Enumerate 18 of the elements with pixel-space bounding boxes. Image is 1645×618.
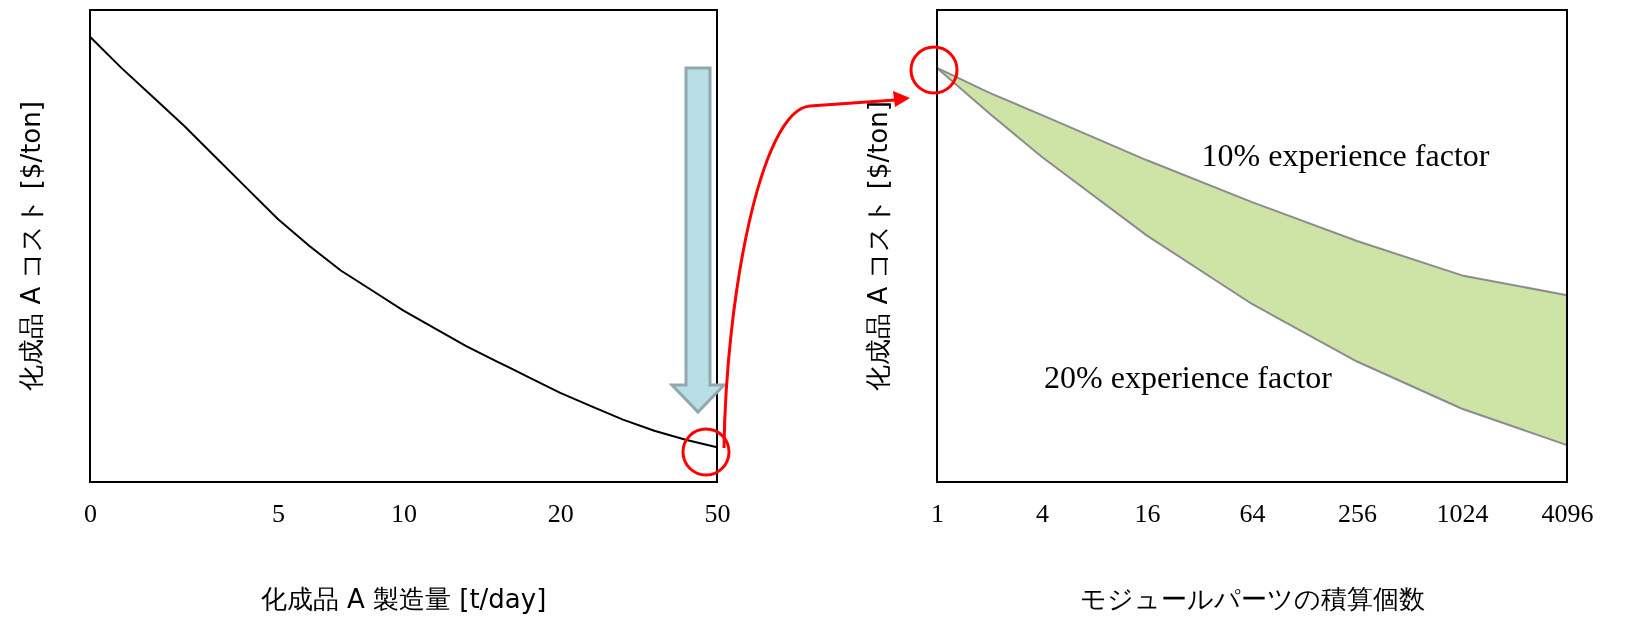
series-label: 20% experience factor: [1044, 358, 1333, 395]
x-axis-title: 化成品 A 製造量 [t/day]: [260, 584, 547, 614]
x-tick-label: 5: [272, 499, 286, 529]
x-tick-label: 1: [931, 499, 944, 529]
y-axis-title: 化成品 A コスト [$/ton]: [16, 101, 46, 391]
x-tick-label: 4096: [1541, 499, 1594, 529]
x-tick-label: 10: [391, 499, 417, 529]
y-axis-title: 化成品 A コスト [$/ton]: [863, 101, 893, 391]
x-tick-label: 256: [1338, 499, 1377, 529]
x-tick-label: 50: [704, 499, 731, 529]
x-tick-label: 0: [84, 499, 97, 529]
x-tick-label: 16: [1134, 499, 1161, 529]
x-tick-label: 64: [1239, 499, 1266, 529]
x-tick-label: 20: [547, 499, 574, 529]
x-tick-label: 4: [1036, 499, 1049, 529]
x-axis-title: モジュールパーツの積算個数: [1079, 584, 1425, 614]
series-label: 10% experience factor: [1201, 136, 1490, 173]
x-tick-label: 1024: [1436, 499, 1489, 529]
